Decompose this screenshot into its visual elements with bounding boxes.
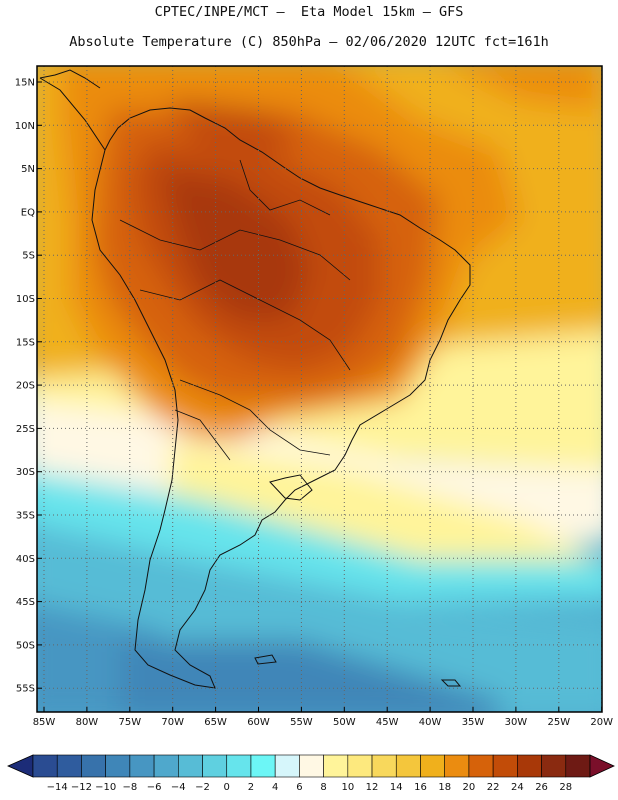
lon-label: 45W (376, 717, 399, 728)
lat-label: 10S (16, 294, 35, 305)
colorbar-label: 2 (248, 782, 254, 793)
longitude-labels: 85W 80W 75W 70W 65W 60W 55W 50W 45W 40W 35W 30W 25W 2… (33, 707, 613, 728)
colorbar-swatch (492, 754, 518, 778)
colorbar-label: 8 (320, 782, 326, 793)
colorbar-label: 0 (224, 782, 230, 793)
lat-label: 40S (16, 554, 35, 565)
colorbar-swatch (395, 754, 421, 778)
colorbar-swatch (178, 754, 203, 778)
colorbar-label: 22 (487, 782, 500, 793)
lat-label: 20S (16, 381, 35, 392)
colorbar-swatch (226, 754, 252, 778)
colorbar-swatch (347, 754, 373, 778)
colorbar-max-arrow (589, 754, 615, 778)
lon-label: 20W (590, 717, 613, 728)
colorbar-swatch (371, 754, 397, 778)
title-line-2: Absolute Temperature (C) 850hPa – 02/06/… (69, 34, 549, 50)
colorbar-label: −8 (122, 782, 137, 793)
colorbar-swatch (56, 754, 82, 778)
coastline (39, 69, 471, 689)
colorbar (7, 754, 615, 778)
colorbar-swatch (105, 754, 131, 778)
colorbar-swatch (541, 754, 567, 778)
colorbar-label: 20 (463, 782, 476, 793)
lon-label: 80W (76, 717, 99, 728)
colorbar-labels: −14 −12 −10 −8 −6 −4 −2 0 2 4 6 8 10 12 14 16 18 20 22 24 26… (47, 782, 572, 793)
colorbar-swatch (129, 754, 155, 778)
colorbar-swatch (323, 754, 349, 778)
lon-label: 65W (204, 717, 227, 728)
colorbar-swatch (468, 754, 494, 778)
lat-label: 15S (16, 337, 35, 348)
lat-label: 10N (15, 121, 35, 132)
colorbar-label: −2 (195, 782, 210, 793)
colorbar-label: −14 (47, 782, 68, 793)
colorbar-label: 4 (272, 782, 278, 793)
colorbar-swatch (274, 754, 300, 778)
lat-label: 5S (22, 251, 35, 262)
lon-label: 25W (547, 717, 570, 728)
colorbar-swatch (565, 754, 591, 778)
colorbar-label: −10 (95, 782, 116, 793)
colorbar-swatch (444, 754, 470, 778)
colorbar-swatch (153, 754, 179, 778)
colorbar-label: 28 (559, 782, 572, 793)
lon-label: 85W (33, 717, 56, 728)
latitude-labels: 15N 10N 5N EQ 5S 10S 15S 20S 25S 30S 35S 40S 45S 50S 5… (15, 78, 42, 695)
colorbar-label: 18 (438, 782, 451, 793)
colorbar-label: 6 (296, 782, 302, 793)
lon-label: 40W (419, 717, 442, 728)
lon-label: 35W (462, 717, 485, 728)
colorbar-label: 10 (341, 782, 354, 793)
colorbar-swatch (81, 754, 106, 778)
colorbar-swatch (202, 754, 228, 778)
colorbar-label: 14 (390, 782, 403, 793)
colorbar-swatch (250, 754, 276, 778)
map-frame (36, 65, 603, 713)
lon-label: 55W (290, 717, 313, 728)
colorbar-label: −12 (71, 782, 92, 793)
colorbar-swatch (420, 754, 445, 778)
lon-label: 50W (333, 717, 356, 728)
lon-label: 60W (247, 717, 270, 728)
lat-label: 25S (16, 424, 35, 435)
colorbar-swatch (517, 754, 542, 778)
lat-label: 55S (16, 684, 35, 695)
lon-label: 30W (505, 717, 528, 728)
colorbar-label: −4 (171, 782, 186, 793)
temperature-field (37, 66, 602, 712)
colorbar-label: −6 (147, 782, 162, 793)
colorbar-label: 16 (414, 782, 427, 793)
lat-label: 35S (16, 511, 35, 522)
colorbar-label: 12 (366, 782, 379, 793)
lat-label: 45S (16, 597, 35, 608)
lat-label: 30S (16, 467, 35, 478)
colorbar-swatch (299, 754, 324, 778)
lat-label: 50S (16, 640, 35, 651)
colorbar-label: 24 (511, 782, 524, 793)
title-line-1: CPTEC/INPE/MCT – Eta Model 15km – GFS (154, 4, 464, 20)
colorbar-swatch (32, 754, 58, 778)
lat-label: 15N (15, 78, 35, 89)
lat-label: EQ (21, 207, 35, 218)
lon-label: 70W (161, 717, 184, 728)
colorbar-label: 26 (535, 782, 548, 793)
lat-label: 5N (21, 164, 35, 175)
lon-label: 75W (118, 717, 141, 728)
colorbar-min-arrow (7, 754, 34, 778)
